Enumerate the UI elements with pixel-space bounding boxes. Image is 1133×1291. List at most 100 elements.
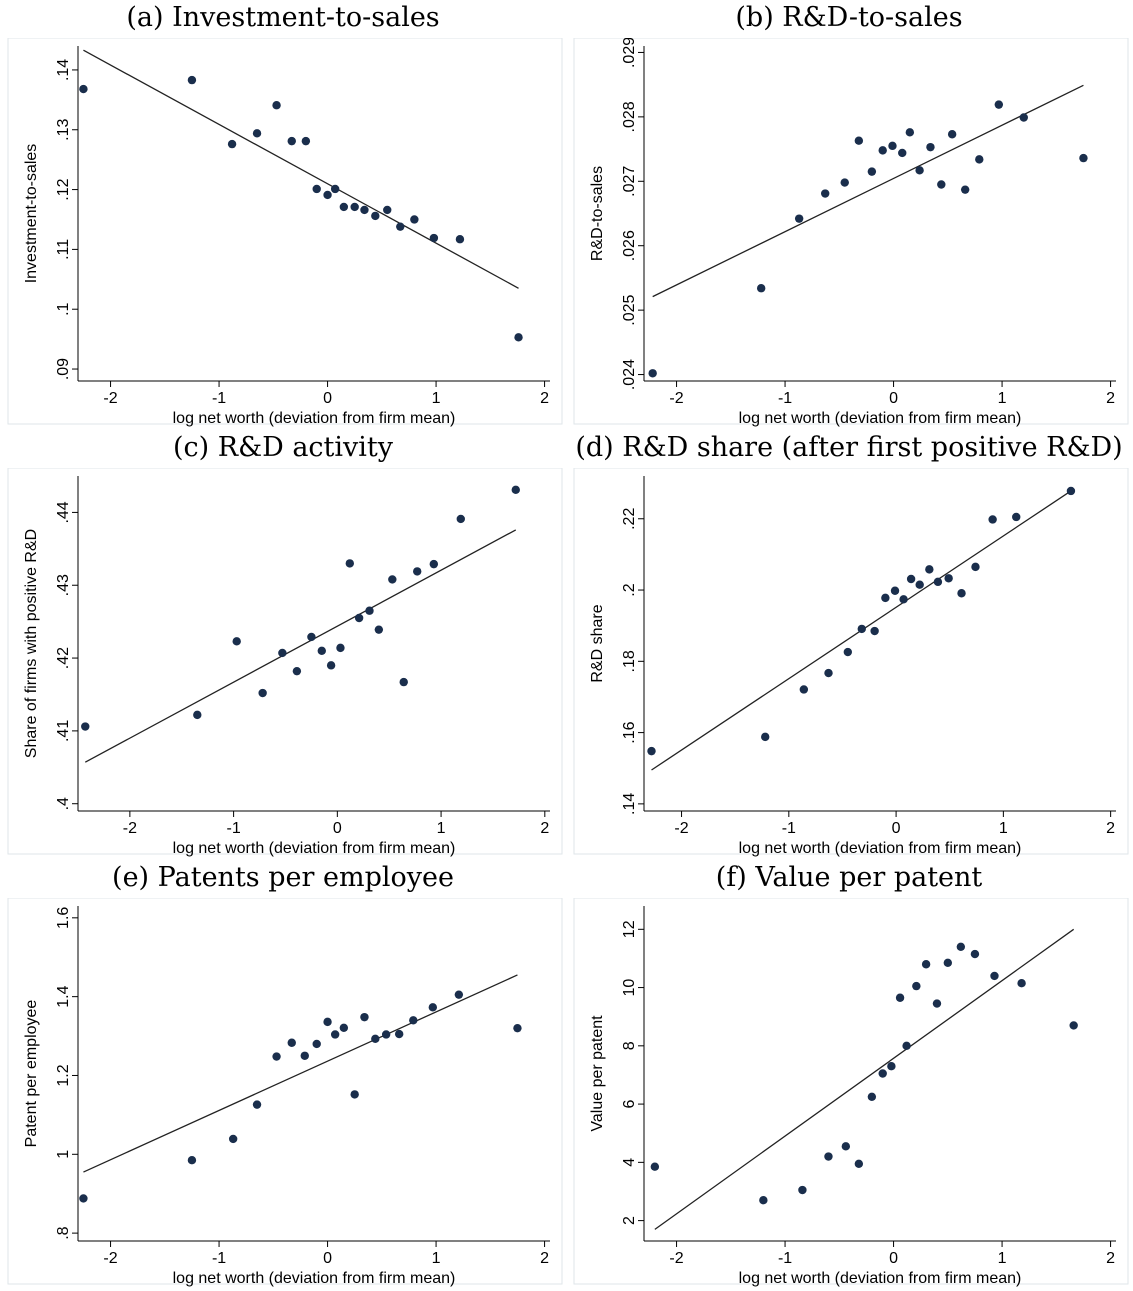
graph-region-frame [573, 898, 1129, 1285]
data-point [252, 129, 262, 138]
data-point [365, 606, 374, 615]
data-point [79, 84, 88, 94]
fitted-line [83, 974, 518, 1173]
graph-region-frame [573, 468, 1129, 855]
data-point [971, 562, 980, 572]
data-point [902, 1041, 911, 1051]
data-point [456, 514, 465, 524]
panel-title: (f) Value per patent [715, 862, 983, 893]
x-axis-title: log net worth (deviation from firm mean) [739, 1270, 1022, 1287]
data-point [925, 565, 934, 574]
y-tick-label: 12 [621, 920, 638, 938]
data-point [350, 1090, 359, 1099]
data-point [330, 184, 340, 194]
data-point [312, 1039, 321, 1049]
data-point [761, 732, 770, 742]
data-point [227, 139, 237, 149]
y-tick-label: 10 [621, 979, 638, 997]
data-point [921, 960, 931, 969]
x-tick-label: 2 [1106, 1250, 1115, 1267]
x-tick-label: 0 [889, 1250, 898, 1267]
data-point [187, 75, 197, 85]
data-point [915, 580, 924, 589]
data-point [798, 1185, 807, 1195]
data-point [956, 942, 966, 951]
y-tick-label: .8 [55, 1226, 72, 1239]
data-point [429, 559, 439, 569]
data-point [1012, 512, 1021, 522]
y-tick-label: 1 [55, 1150, 72, 1159]
y-tick-label: 2 [621, 1216, 638, 1225]
data-point [867, 167, 877, 176]
data-point [756, 284, 766, 293]
y-tick-label: 8 [621, 1041, 638, 1050]
y-tick-label: .14 [621, 793, 638, 815]
data-point [926, 142, 935, 152]
data-point [360, 1012, 369, 1022]
data-point [410, 215, 419, 224]
graph-region-frame [7, 38, 563, 425]
y-tick-label: .1 [55, 302, 72, 315]
x-tick-label: -1 [778, 1250, 792, 1267]
data-point [317, 646, 326, 655]
x-axis-title: log net worth (deviation from firm mean) [739, 840, 1022, 857]
data-point [429, 233, 439, 243]
data-point [81, 722, 90, 731]
data-point [799, 685, 809, 694]
x-tick-label: 0 [323, 1250, 332, 1267]
y-axis-title: Investment-to-sales [23, 144, 40, 284]
data-point [312, 184, 321, 194]
x-tick-label: 0 [323, 390, 332, 407]
data-point [330, 1030, 340, 1039]
x-axis-title: log net worth (deviation from firm mean) [173, 840, 456, 857]
data-point [912, 981, 921, 991]
data-point [394, 1029, 404, 1039]
data-point [278, 648, 287, 658]
y-axis-title: R&D share [589, 604, 606, 682]
data-point [374, 625, 384, 634]
data-point [409, 1016, 418, 1025]
data-point [933, 577, 943, 587]
y-tick-label: .4 [55, 797, 72, 810]
data-point [1079, 153, 1088, 163]
data-point [888, 141, 897, 151]
y-tick-label: .18 [621, 650, 638, 672]
data-point [824, 1152, 833, 1161]
y-tick-label: 4 [621, 1158, 638, 1167]
data-point [354, 613, 364, 623]
y-tick-label: .13 [55, 119, 72, 141]
data-point [301, 136, 311, 146]
data-point [648, 369, 657, 378]
data-point [252, 1100, 262, 1109]
data-point [994, 100, 1004, 109]
y-tick-label: .16 [621, 721, 638, 743]
y-tick-label: .029 [621, 38, 638, 68]
data-point [854, 1159, 864, 1169]
y-axis-title: R&D-to-sales [589, 166, 606, 261]
data-point [1017, 978, 1026, 988]
data-point [878, 146, 887, 155]
x-tick-label: 2 [540, 820, 549, 837]
data-point [975, 155, 984, 164]
data-point [915, 166, 924, 175]
data-point [990, 971, 999, 981]
data-point [650, 1162, 660, 1171]
data-point [906, 574, 916, 584]
fitted-line [83, 49, 519, 289]
data-point [360, 205, 369, 215]
x-tick-label: 2 [540, 1250, 549, 1267]
graph-region-frame [573, 38, 1129, 425]
data-point [79, 1194, 88, 1203]
panel-title: (b) R&D-to-sales [735, 2, 963, 33]
data-point [287, 136, 296, 146]
y-tick-label: .025 [621, 294, 638, 325]
data-point [898, 148, 907, 158]
data-point [413, 567, 422, 576]
x-tick-label: 0 [333, 820, 342, 837]
x-tick-label: -2 [123, 820, 137, 837]
data-point [881, 593, 890, 603]
data-point [272, 101, 281, 110]
data-point [187, 1156, 197, 1165]
y-tick-label: .027 [621, 166, 638, 197]
